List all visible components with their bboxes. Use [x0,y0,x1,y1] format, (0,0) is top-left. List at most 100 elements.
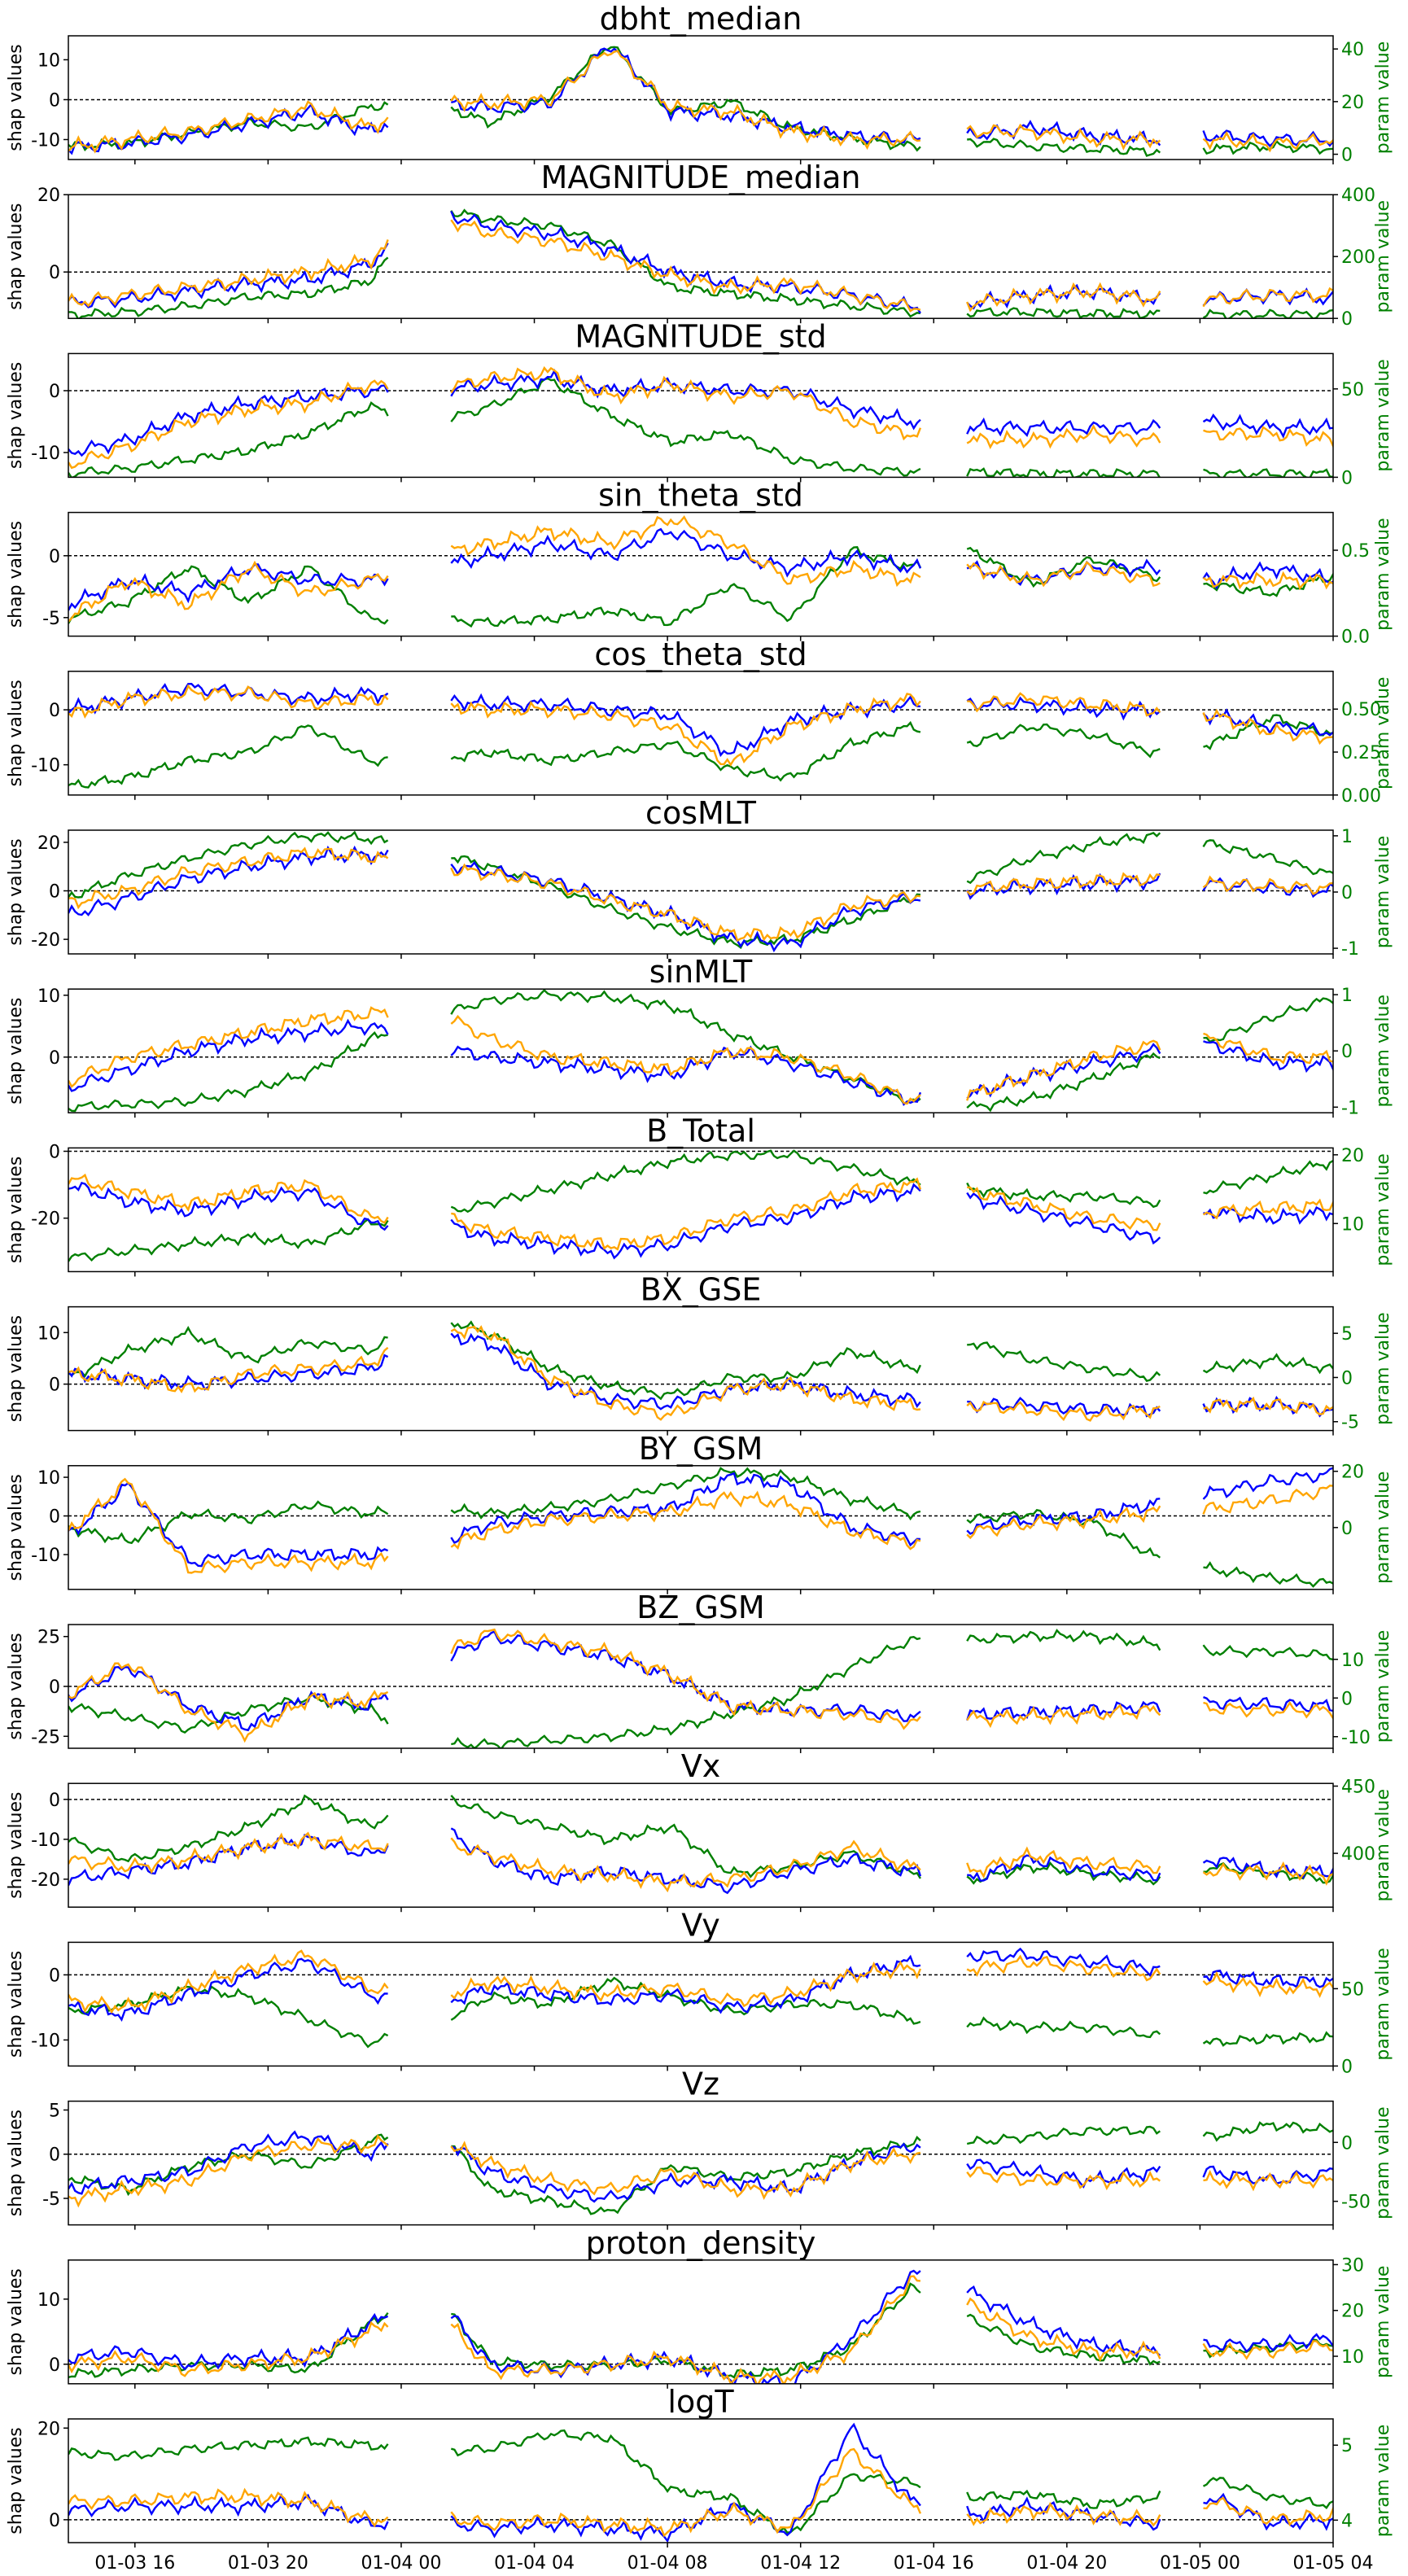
shap_b-line-seg2 [967,692,1161,717]
y-tick-label: 0 [49,701,60,721]
panel-title: cos_theta_std [594,636,807,672]
param-line-seg0 [68,1500,389,1545]
y-tick-label: 0 [49,382,60,402]
param-line-seg1 [451,1635,921,1748]
param-line-seg3 [1203,468,1333,478]
shap_a-line-seg3 [1203,1040,1333,1074]
y2-axis-label: param value [1373,2106,1393,2220]
y2-tick-label: 5 [1341,1324,1353,1345]
panel-cos_theta_std: cos_theta_std 0 -10 0.50 0.25 0.00 shap values… [6,636,1393,807]
shap_b-line-seg1 [450,693,921,767]
panel-proton_density: proton_density 10 0 30 20 10 shap values param … [6,2225,1393,2389]
shap_a-line-seg3 [1202,561,1333,590]
param-line-seg1 [451,2282,921,2379]
y-tick-label: 0 [49,1048,60,1069]
shap_b-line-seg0 [68,846,389,910]
y-tick-label: 0 [49,263,60,283]
y-tick-label: 0 [49,547,60,567]
y-tick-label: -20 [31,1870,60,1891]
shap_b-line-seg0 [68,379,389,470]
y-tick-label: -10 [31,444,60,464]
shap_a-line-seg0 [68,2312,389,2371]
y-axis-label: shap values [6,521,26,628]
param-line-seg1 [450,1795,921,1879]
param-line-seg1 [450,208,921,318]
y-axis-label: shap values [6,2268,26,2375]
y2-tick-label: -1 [1341,939,1359,960]
param-line-seg1 [450,2429,921,2534]
shap_a-line-seg0 [68,1834,389,1887]
y-axis-label: shap values [6,1633,26,1739]
y-tick-label: 20 [37,2419,60,2439]
shap_a-line-seg1 [450,1954,921,2014]
y-tick-label: -10 [31,1830,60,1851]
y2-tick-label: 40 [1341,40,1364,60]
y2-axis-label: param value [1373,1789,1393,1902]
param-line-seg2 [966,2313,1161,2366]
param-line-seg1 [450,1467,921,1521]
shap_a-line-seg1 [450,1183,921,1260]
shap_a-line-seg2 [967,1854,1161,1882]
param-line-seg3 [1202,2031,1333,2047]
y-axis-label: shap values [6,2110,26,2216]
param-line-seg3 [1203,997,1333,1043]
shap_b-line-seg0 [68,1477,389,1574]
y2-axis-label: param value [1373,2425,1393,2538]
y-tick-label: 10 [37,2290,60,2311]
shap_a-line-seg3 [1202,1467,1333,1500]
panel-title: MAGNITUDE_std [575,318,826,354]
shap_a-line-seg0 [68,1181,389,1231]
shap_b-line-seg2 [966,872,1161,896]
shap_b-line-seg1 [450,1837,921,1893]
shap_a-line-seg3 [1202,129,1333,147]
panel-title: BX_GSE [641,1272,762,1308]
panel-title: Vz [682,2066,719,2102]
param-line-seg3 [1202,839,1333,876]
y-tick-label: 0 [49,2355,60,2376]
y2-tick-label: 0.5 [1341,541,1370,562]
panel-frame [68,2259,1334,2385]
y2-tick-label: 0 [1341,2057,1353,2077]
shap_b-line-seg1 [450,2447,922,2538]
shap_a-line-seg0 [68,845,389,916]
param-line-seg3 [1203,2338,1333,2359]
y2-axis-label: param value [1373,2266,1393,2379]
y-tick-label: -20 [31,1209,60,1230]
shap_b-line-seg1 [450,1490,921,1550]
y2-tick-label: 0 [1341,1368,1353,1389]
param-line-seg0 [68,724,388,789]
shap_a-line-seg3 [1203,1205,1333,1225]
shap_a-line-seg3 [1203,1695,1333,1713]
y2-axis-label: param value [1373,359,1393,472]
shap_b-line-seg0 [68,684,389,719]
panel-Vy: Vy 0 -10 50 0 shap values param value [6,1907,1393,2077]
y2-tick-label: 1 [1341,827,1353,847]
shap_b-line-seg1 [450,50,920,151]
param-line-seg1 [450,377,921,477]
x-tick-label: 01-04 12 [760,2553,841,2574]
y-tick-label: 0 [49,1143,60,1163]
shap_b-line-seg0 [68,1949,389,2014]
shap_a-line-seg3 [1203,2333,1333,2354]
shap_b-line-seg1 [450,1960,922,2008]
y-axis-label: shap values [6,680,26,786]
panel-frame [68,2418,1334,2543]
y2-axis-label: param value [1373,836,1393,949]
x-tick-label: 01-04 20 [1026,2553,1107,2574]
y-axis-label: shap values [6,1157,26,1263]
y2-tick-label: 4 [1341,2511,1353,2531]
shap_b-line-seg2 [966,1400,1161,1422]
y2-tick-label: 50 [1341,380,1364,400]
panel-title: B_Total [646,1113,755,1148]
y-tick-label: -10 [31,1546,60,1566]
shap_b-line-seg3 [1203,2169,1333,2192]
y2-tick-label: -1 [1341,1098,1359,1118]
panel-frame [68,1147,1334,1273]
y2-tick-label: 0.50 [1341,700,1381,720]
shap_a-line-seg2 [966,1192,1161,1245]
y-tick-label: -20 [31,930,60,951]
param-line-seg3 [1202,1644,1333,1661]
